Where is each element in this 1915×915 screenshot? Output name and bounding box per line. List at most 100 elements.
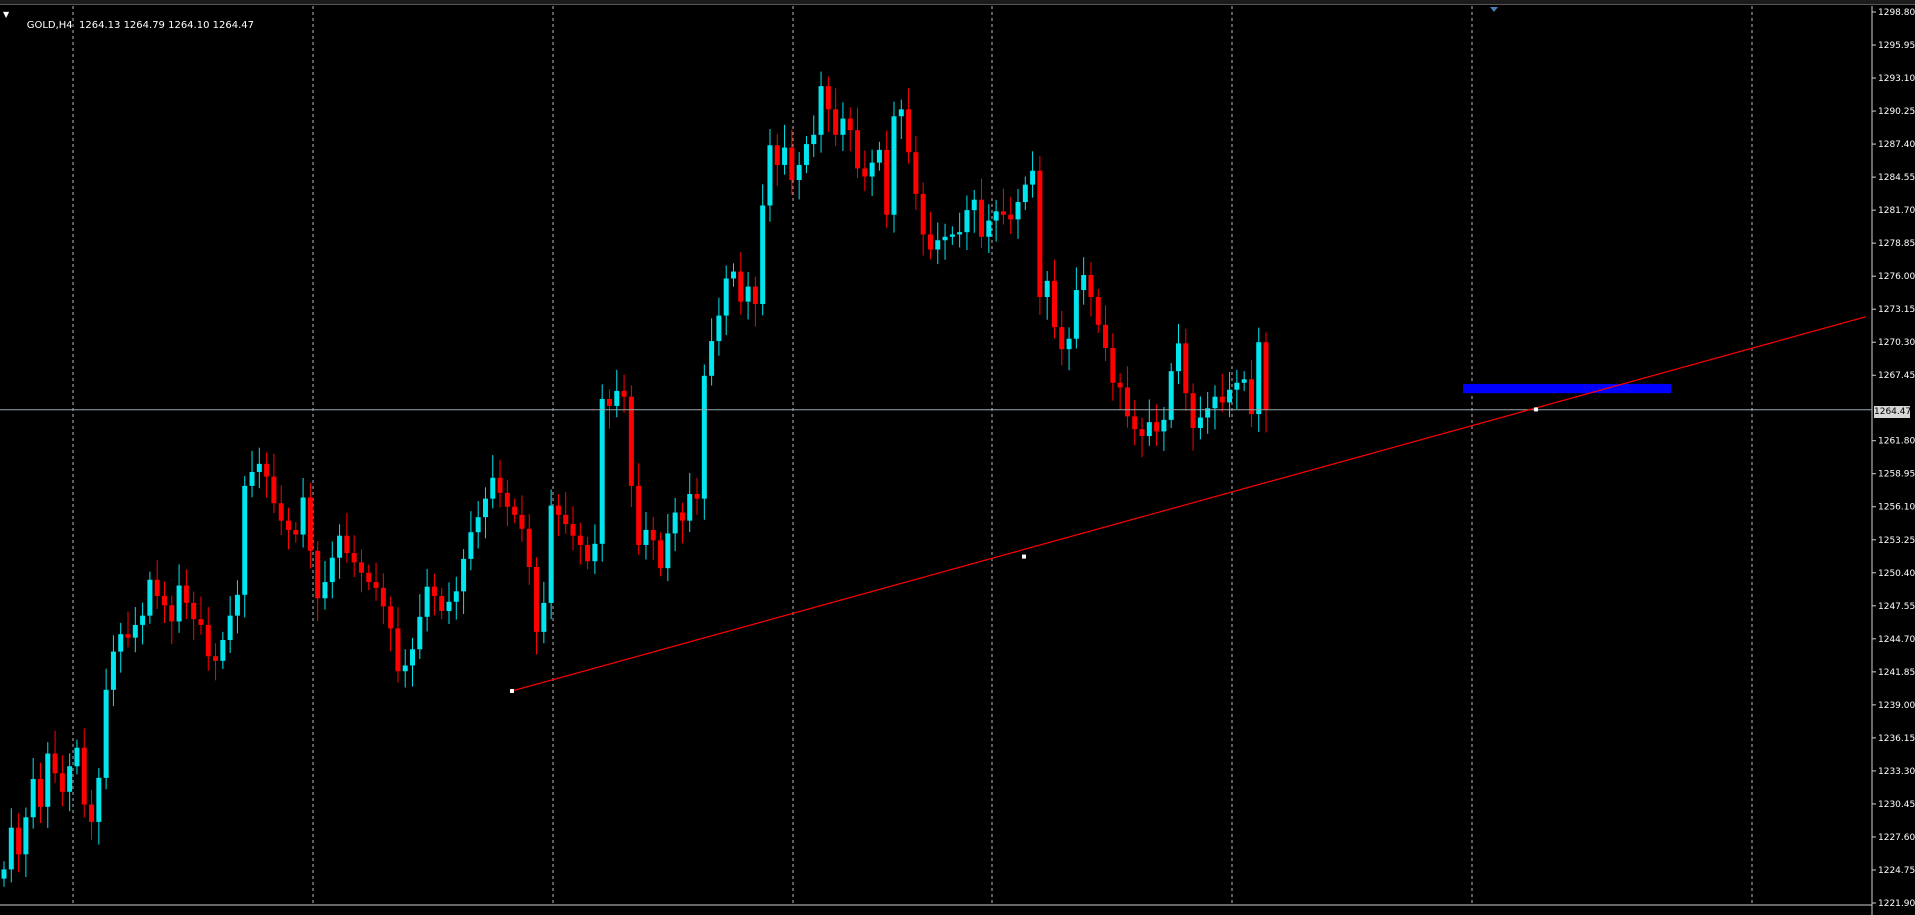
candle-body (125, 634, 131, 638)
candle-body (818, 86, 824, 135)
candle-body (89, 804, 95, 822)
candle-body (52, 753, 58, 774)
trendline-anchor-point (1534, 407, 1538, 412)
candle-body (811, 134, 817, 145)
candle-body (1124, 387, 1130, 417)
candle-body (971, 199, 977, 211)
candle-body (169, 605, 175, 622)
candle-body (176, 585, 182, 622)
candle-body (74, 747, 80, 767)
candle-body (876, 149, 882, 163)
candle-body (949, 234, 955, 237)
candle-body (147, 579, 153, 616)
candle-body (1183, 343, 1189, 394)
candle-body (344, 535, 350, 554)
candle-body (767, 145, 773, 206)
candle-body (1051, 280, 1057, 328)
y-tick-label: 1221.90 (1878, 899, 1915, 909)
y-tick-label: 1256.10 (1878, 503, 1915, 513)
candle-body (731, 271, 736, 279)
candle-body (1110, 348, 1116, 383)
ohlc-values: 1264.13 1264.79 1264.10 1264.47 (79, 20, 254, 31)
candle-body (534, 566, 540, 632)
candle-body (913, 152, 919, 194)
candle-body (118, 634, 124, 652)
candle-body (45, 753, 51, 807)
candle-body (694, 493, 700, 499)
candle-body (796, 164, 802, 181)
window-top-bar (0, 0, 1915, 5)
candle-body (96, 777, 102, 822)
candle-body (256, 463, 262, 472)
candle-body (782, 147, 788, 165)
candle-body (110, 651, 116, 690)
candle-body (563, 514, 569, 525)
candle-body (453, 591, 459, 602)
candle-body (1241, 379, 1247, 383)
shift-marker-icon (1490, 7, 1498, 12)
candle-body (191, 602, 197, 620)
candle-body (154, 579, 160, 596)
candle-body (380, 587, 386, 607)
candle-body (1103, 324, 1109, 349)
candle-body (752, 286, 758, 304)
candle-body (555, 505, 561, 515)
candle-body (541, 602, 547, 632)
candle-body (512, 506, 518, 515)
candle-body (1168, 371, 1174, 420)
candle-body (103, 689, 109, 778)
candle-body (439, 595, 445, 612)
candle-body (906, 109, 912, 153)
candle-body (1015, 202, 1021, 220)
candle-body (307, 497, 313, 551)
candle-body (650, 529, 656, 541)
candle-body (329, 557, 335, 583)
candle-body (30, 779, 36, 818)
candle-body (1081, 275, 1087, 291)
candle-body (220, 639, 226, 661)
candle-body (482, 498, 488, 518)
candle-body (242, 485, 248, 595)
candle-body (23, 817, 29, 855)
candle-body (643, 529, 649, 545)
candle-body (716, 315, 722, 342)
candle-body (833, 109, 839, 135)
candle-body (264, 463, 270, 477)
y-tick-label: 1276.00 (1878, 272, 1915, 282)
candle-body (504, 492, 510, 507)
candle-body (1, 869, 7, 879)
candle-body (709, 341, 715, 376)
candle-body (986, 220, 992, 237)
candle-body (1044, 280, 1050, 298)
candle-body (687, 493, 693, 521)
candle-body (1117, 382, 1123, 388)
candle-body (1161, 419, 1167, 432)
candle-body (59, 773, 65, 792)
candle-body (300, 497, 306, 535)
candle-body (183, 585, 189, 603)
current-price-tag: 1264.47 (1874, 406, 1912, 418)
candle-body (67, 766, 73, 792)
y-tick-label: 1233.30 (1878, 767, 1915, 777)
candle-body (227, 615, 233, 640)
candle-body (636, 485, 642, 545)
candle-body (847, 118, 853, 131)
candle-body (585, 544, 591, 562)
candle-body (37, 779, 43, 807)
candle-body (1248, 379, 1254, 415)
candle-body (1205, 408, 1211, 418)
y-tick-label: 1224.75 (1878, 866, 1915, 876)
candle-body (315, 550, 321, 599)
candle-body (388, 606, 394, 629)
candle-body (825, 86, 831, 110)
candle-body (891, 116, 897, 215)
symbol-info-label: GOLD,H4 1264.13 1264.79 1264.10 1264.47 (14, 9, 254, 42)
y-tick-label: 1270.30 (1878, 338, 1915, 348)
collapse-arrow-icon[interactable]: ▼ (3, 10, 10, 19)
candle-body (424, 586, 430, 617)
trendline-anchor-point (1022, 554, 1026, 559)
candle-body (1154, 422, 1160, 432)
candle-body (16, 827, 22, 855)
